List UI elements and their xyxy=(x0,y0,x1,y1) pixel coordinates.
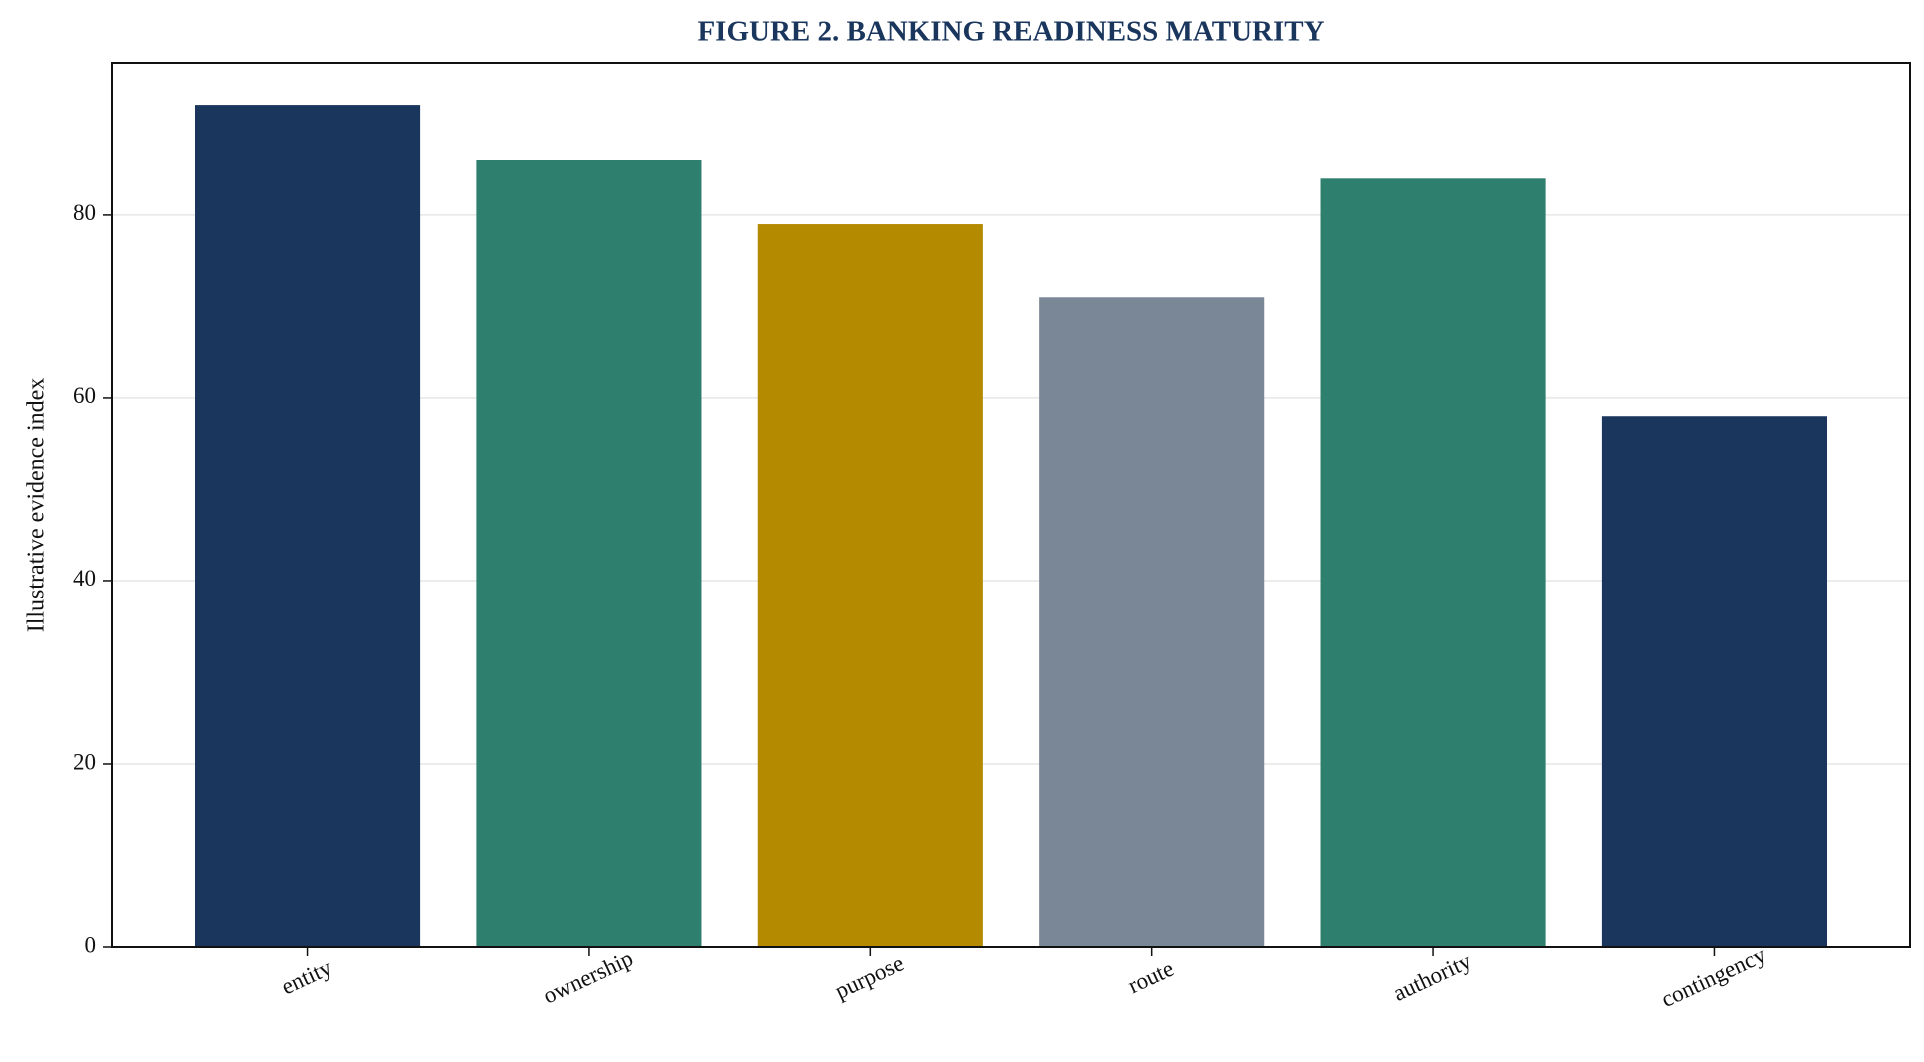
bar xyxy=(476,160,702,947)
chart-title: FIGURE 2. BANKING READINESS MATURITY xyxy=(697,16,1324,48)
x-tick-label: authority xyxy=(1389,948,1475,1006)
y-tick-label: 40 xyxy=(73,566,96,591)
bar xyxy=(1039,297,1265,947)
x-tick-label: entity xyxy=(278,954,336,999)
y-tick-label: 0 xyxy=(85,932,97,957)
bar xyxy=(757,224,983,947)
bar xyxy=(1601,416,1827,947)
y-axis-label: Illustrative evidence index xyxy=(24,378,50,633)
bar xyxy=(195,105,421,948)
y-tick-label: 60 xyxy=(73,383,96,408)
y-tick-label: 20 xyxy=(73,749,96,774)
x-tick-label: purpose xyxy=(831,950,908,1003)
plot-frame xyxy=(111,62,1911,948)
bar xyxy=(1320,178,1546,948)
x-tick-label: ownership xyxy=(539,945,636,1008)
x-tick-label: route xyxy=(1124,956,1177,999)
y-tick-label: 80 xyxy=(73,200,96,225)
